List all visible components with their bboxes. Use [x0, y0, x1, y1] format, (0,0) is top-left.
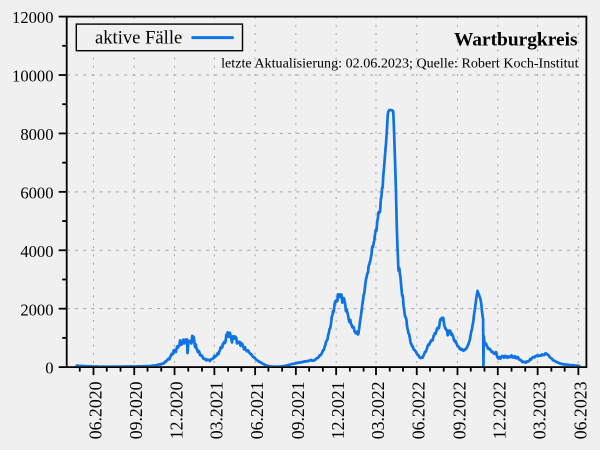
svg-text:12.2020: 12.2020: [166, 381, 186, 439]
svg-text:06.2021: 06.2021: [247, 382, 267, 440]
svg-text:aktive Fälle: aktive Fälle: [95, 28, 182, 49]
svg-text:09.2020: 09.2020: [126, 381, 146, 439]
svg-text:06.2020: 06.2020: [85, 381, 105, 439]
svg-text:Wartburgkreis: Wartburgkreis: [454, 30, 578, 51]
svg-text:06.2023: 06.2023: [570, 381, 590, 439]
svg-text:03.2022: 03.2022: [368, 382, 388, 440]
svg-text:12.2021: 12.2021: [328, 382, 348, 440]
svg-text:10000: 10000: [12, 67, 53, 86]
svg-text:6000: 6000: [20, 183, 53, 202]
svg-text:09.2022: 09.2022: [449, 382, 469, 440]
svg-text:03.2021: 03.2021: [206, 382, 226, 440]
svg-text:06.2022: 06.2022: [409, 382, 429, 440]
svg-text:8000: 8000: [20, 125, 53, 144]
svg-text:12.2022: 12.2022: [490, 382, 510, 440]
svg-text:03.2023: 03.2023: [530, 381, 550, 439]
svg-text:09.2021: 09.2021: [288, 382, 308, 440]
svg-text:12000: 12000: [12, 8, 53, 27]
svg-text:2000: 2000: [20, 300, 53, 319]
svg-text:0: 0: [45, 359, 53, 378]
svg-text:letzte Aktualisierung: 02.06.2: letzte Aktualisierung: 02.06.2023; Quell…: [221, 56, 578, 72]
svg-text:4000: 4000: [20, 242, 53, 261]
